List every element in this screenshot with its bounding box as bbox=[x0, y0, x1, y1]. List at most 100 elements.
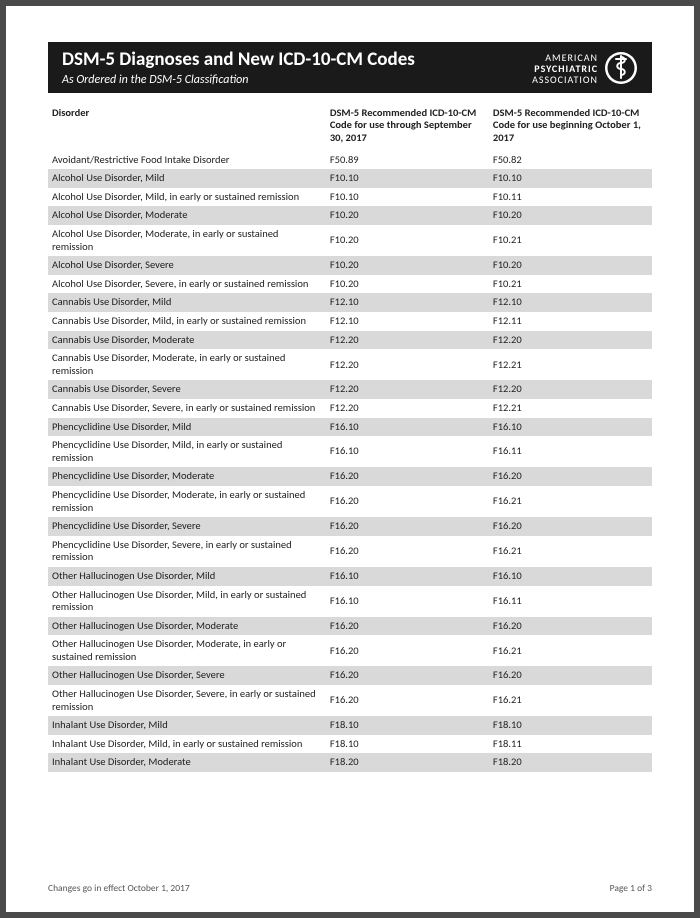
cell-disorder: Alcohol Use Disorder, Moderate, in early… bbox=[48, 225, 326, 256]
cell-disorder: Phencyclidine Use Disorder, Moderate, in… bbox=[48, 486, 326, 517]
table-row: Inhalant Use Disorder, MildF18.10F18.10 bbox=[48, 716, 652, 735]
cell-disorder: Phencyclidine Use Disorder, Mild bbox=[48, 418, 326, 437]
table-row: Avoidant/Restrictive Food Intake Disorde… bbox=[48, 151, 652, 170]
cell-disorder: Cannabis Use Disorder, Severe, in early … bbox=[48, 399, 326, 418]
cell-disorder: Other Hallucinogen Use Disorder, Mild, i… bbox=[48, 586, 326, 617]
cell-code-new: F10.20 bbox=[489, 206, 652, 225]
table-row: Alcohol Use Disorder, ModerateF10.20F10.… bbox=[48, 206, 652, 225]
table-header-row: Disorder DSM-5 Recommended ICD-10-CM Cod… bbox=[48, 103, 652, 151]
cell-code-new: F18.20 bbox=[489, 753, 652, 772]
cell-code-new: F16.20 bbox=[489, 517, 652, 536]
col-code-new: DSM-5 Recommended ICD-10-CM Code for use… bbox=[489, 103, 652, 151]
cell-code-old: F12.20 bbox=[326, 399, 489, 418]
table-row: Phencyclidine Use Disorder, Mild, in ear… bbox=[48, 436, 652, 467]
cell-code-new: F10.20 bbox=[489, 256, 652, 275]
table-row: Phencyclidine Use Disorder, Moderate, in… bbox=[48, 486, 652, 517]
footer-right: Page 1 of 3 bbox=[610, 882, 652, 894]
document-page: DSM-5 Diagnoses and New ICD-10-CM Codes … bbox=[6, 6, 694, 912]
cell-code-old: F16.20 bbox=[326, 467, 489, 486]
banner-left: DSM-5 Diagnoses and New ICD-10-CM Codes … bbox=[62, 50, 532, 87]
table-row: Phencyclidine Use Disorder, MildF16.10F1… bbox=[48, 418, 652, 437]
cell-code-new: F10.11 bbox=[489, 188, 652, 207]
cell-code-old: F16.20 bbox=[326, 486, 489, 517]
cell-code-old: F50.89 bbox=[326, 151, 489, 170]
cell-code-old: F16.20 bbox=[326, 536, 489, 567]
cell-code-old: F18.10 bbox=[326, 735, 489, 754]
codes-table: Disorder DSM-5 Recommended ICD-10-CM Cod… bbox=[48, 103, 652, 772]
cell-code-new: F16.10 bbox=[489, 567, 652, 586]
cell-code-new: F16.20 bbox=[489, 617, 652, 636]
table-body: Avoidant/Restrictive Food Intake Disorde… bbox=[48, 151, 652, 772]
cell-disorder: Other Hallucinogen Use Disorder, Severe,… bbox=[48, 685, 326, 716]
cell-disorder: Other Hallucinogen Use Disorder, Severe bbox=[48, 666, 326, 685]
table-row: Cannabis Use Disorder, Mild, in early or… bbox=[48, 312, 652, 331]
cell-code-new: F10.21 bbox=[489, 225, 652, 256]
cell-code-old: F12.20 bbox=[326, 331, 489, 350]
table-row: Cannabis Use Disorder, Moderate, in earl… bbox=[48, 349, 652, 380]
col-code-old: DSM-5 Recommended ICD-10-CM Code for use… bbox=[326, 103, 489, 151]
cell-code-new: F12.10 bbox=[489, 293, 652, 312]
table-row: Phencyclidine Use Disorder, ModerateF16.… bbox=[48, 467, 652, 486]
cell-code-new: F12.21 bbox=[489, 349, 652, 380]
table-row: Inhalant Use Disorder, ModerateF18.20F18… bbox=[48, 753, 652, 772]
cell-code-old: F18.20 bbox=[326, 753, 489, 772]
org-logo-block: AMERICAN PSYCHIATRIC ASSOCIATION bbox=[532, 51, 638, 85]
cell-disorder: Alcohol Use Disorder, Severe, in early o… bbox=[48, 275, 326, 294]
cell-code-new: F16.20 bbox=[489, 666, 652, 685]
table-row: Alcohol Use Disorder, Severe, in early o… bbox=[48, 275, 652, 294]
page-title: DSM-5 Diagnoses and New ICD-10-CM Codes bbox=[62, 50, 532, 71]
table-row: Other Hallucinogen Use Disorder, Moderat… bbox=[48, 617, 652, 636]
cell-code-old: F12.10 bbox=[326, 312, 489, 331]
cell-code-old: F10.20 bbox=[326, 256, 489, 275]
cell-code-old: F16.10 bbox=[326, 418, 489, 437]
table-row: Phencyclidine Use Disorder, Severe, in e… bbox=[48, 536, 652, 567]
cell-code-new: F16.11 bbox=[489, 436, 652, 467]
cell-disorder: Alcohol Use Disorder, Mild bbox=[48, 169, 326, 188]
cell-code-old: F12.20 bbox=[326, 380, 489, 399]
cell-disorder: Inhalant Use Disorder, Mild bbox=[48, 716, 326, 735]
cell-code-old: F18.10 bbox=[326, 716, 489, 735]
cell-disorder: Cannabis Use Disorder, Severe bbox=[48, 380, 326, 399]
page-footer: Changes go in effect October 1, 2017 Pag… bbox=[48, 882, 652, 894]
cell-disorder: Alcohol Use Disorder, Mild, in early or … bbox=[48, 188, 326, 207]
cell-code-old: F10.10 bbox=[326, 169, 489, 188]
cell-code-old: F16.20 bbox=[326, 617, 489, 636]
cell-code-old: F16.20 bbox=[326, 635, 489, 666]
table-row: Other Hallucinogen Use Disorder, Moderat… bbox=[48, 635, 652, 666]
cell-code-new: F12.20 bbox=[489, 380, 652, 399]
cell-disorder: Cannabis Use Disorder, Mild bbox=[48, 293, 326, 312]
cell-code-old: F16.10 bbox=[326, 586, 489, 617]
table-row: Other Hallucinogen Use Disorder, Mild, i… bbox=[48, 586, 652, 617]
cell-code-old: F16.20 bbox=[326, 666, 489, 685]
table-row: Cannabis Use Disorder, Severe, in early … bbox=[48, 399, 652, 418]
cell-code-old: F10.20 bbox=[326, 225, 489, 256]
cell-disorder: Phencyclidine Use Disorder, Moderate bbox=[48, 467, 326, 486]
col-disorder: Disorder bbox=[48, 103, 326, 151]
table-row: Other Hallucinogen Use Disorder, MildF16… bbox=[48, 567, 652, 586]
cell-code-old: F16.20 bbox=[326, 517, 489, 536]
table-row: Alcohol Use Disorder, MildF10.10F10.10 bbox=[48, 169, 652, 188]
org-logo-icon bbox=[604, 51, 638, 85]
cell-disorder: Inhalant Use Disorder, Moderate bbox=[48, 753, 326, 772]
cell-code-old: F16.20 bbox=[326, 685, 489, 716]
cell-code-new: F12.21 bbox=[489, 399, 652, 418]
cell-code-new: F16.21 bbox=[489, 635, 652, 666]
cell-code-new: F10.21 bbox=[489, 275, 652, 294]
cell-code-new: F12.20 bbox=[489, 331, 652, 350]
cell-code-new: F10.10 bbox=[489, 169, 652, 188]
cell-disorder: Phencyclidine Use Disorder, Mild, in ear… bbox=[48, 436, 326, 467]
table-row: Cannabis Use Disorder, MildF12.10F12.10 bbox=[48, 293, 652, 312]
table-row: Alcohol Use Disorder, Mild, in early or … bbox=[48, 188, 652, 207]
cell-code-new: F18.10 bbox=[489, 716, 652, 735]
cell-disorder: Cannabis Use Disorder, Mild, in early or… bbox=[48, 312, 326, 331]
cell-code-old: F12.10 bbox=[326, 293, 489, 312]
org-name: AMERICAN PSYCHIATRIC ASSOCIATION bbox=[532, 52, 598, 85]
cell-code-new: F18.11 bbox=[489, 735, 652, 754]
cell-disorder: Other Hallucinogen Use Disorder, Moderat… bbox=[48, 617, 326, 636]
org-line3: ASSOCIATION bbox=[532, 74, 598, 85]
table-row: Phencyclidine Use Disorder, SevereF16.20… bbox=[48, 517, 652, 536]
cell-code-old: F10.20 bbox=[326, 206, 489, 225]
cell-code-old: F10.10 bbox=[326, 188, 489, 207]
cell-code-new: F16.11 bbox=[489, 586, 652, 617]
cell-disorder: Inhalant Use Disorder, Mild, in early or… bbox=[48, 735, 326, 754]
